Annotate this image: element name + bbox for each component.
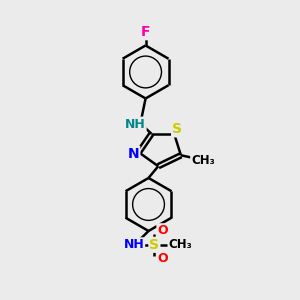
Text: F: F [141,25,150,39]
Text: S: S [172,122,182,136]
Text: S: S [149,238,159,252]
Text: CH₃: CH₃ [169,238,192,251]
Text: N: N [128,147,139,161]
Text: NH: NH [125,118,146,130]
Text: O: O [157,224,168,237]
Text: O: O [157,252,168,266]
Text: CH₃: CH₃ [191,154,215,167]
Text: NH: NH [123,238,144,251]
